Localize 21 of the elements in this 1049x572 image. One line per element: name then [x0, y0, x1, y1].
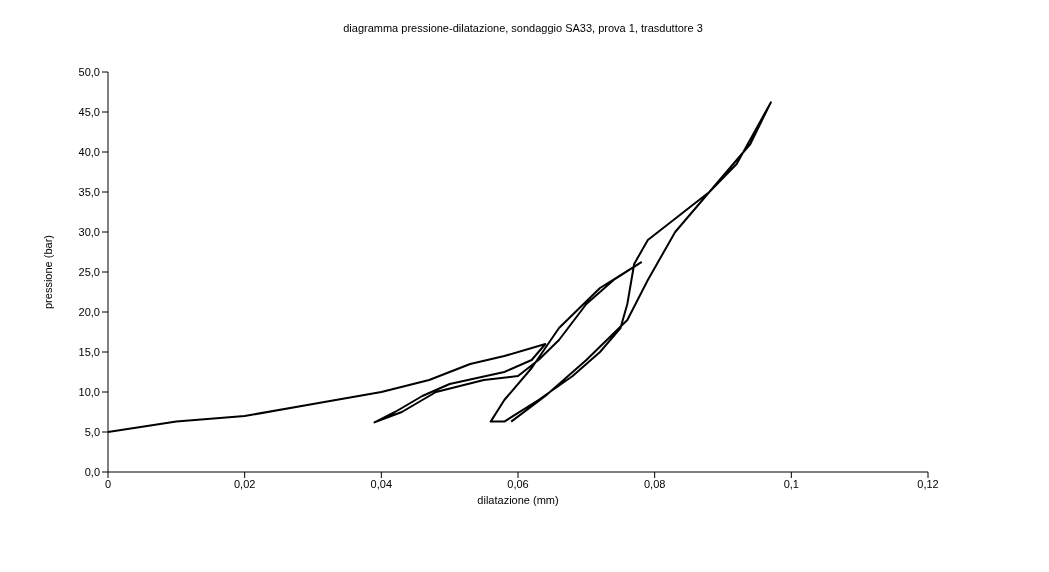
- x-tick-label: 0,1: [783, 477, 799, 490]
- x-tick-label: 0: [104, 477, 112, 490]
- x-tick-label: 0,04: [370, 477, 393, 490]
- y-tick-label: 15,0: [78, 345, 100, 358]
- x-tick-label: 0,12: [917, 477, 939, 490]
- y-tick-label: 25,0: [78, 265, 100, 278]
- y-tick-label: 10,0: [78, 385, 100, 398]
- y-tick-label: 45,0: [78, 105, 100, 118]
- y-tick-label: 40,0: [78, 145, 100, 158]
- chart-title: diagramma pressione-dilatazione, sondaggio SA33, prova 1, trasduttore 3: [342, 21, 704, 36]
- y-tick-label: 20,0: [78, 305, 100, 318]
- x-tick-label: 0,08: [643, 477, 666, 490]
- y-tick-label: 50,0: [78, 65, 100, 78]
- y-tick-label: 5,0: [84, 425, 100, 438]
- x-tick-label: 0,06: [507, 477, 529, 490]
- x-tick-label: 0,02: [233, 477, 256, 490]
- x-axis-title: dilatazione (mm): [477, 494, 559, 506]
- y-axis-title: pressione (bar): [41, 235, 54, 309]
- y-tick-label: 0,0: [84, 465, 100, 478]
- y-tick-label: 30,0: [78, 225, 100, 238]
- y-tick-label: 35,0: [78, 185, 100, 198]
